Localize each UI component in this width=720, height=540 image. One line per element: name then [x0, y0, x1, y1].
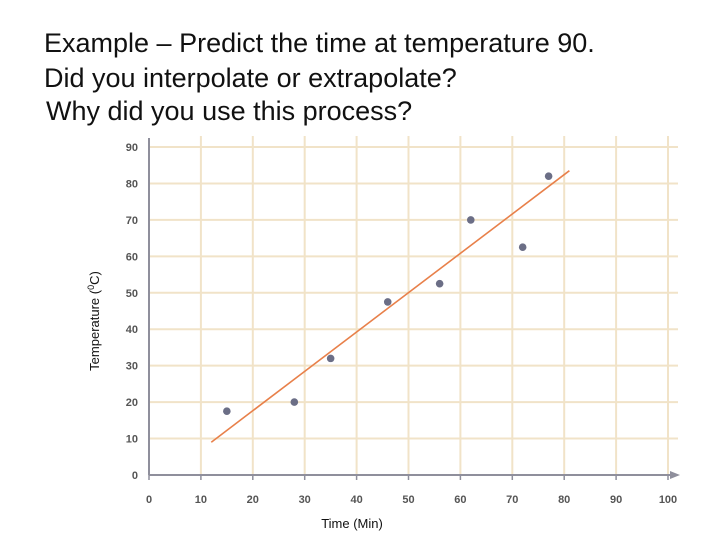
- x-tick-label: 20: [247, 494, 259, 506]
- y-tick-label: 70: [126, 215, 138, 227]
- y-tick-label: 40: [126, 324, 138, 336]
- x-axis-title: Time (Min): [321, 516, 383, 531]
- data-point: [544, 172, 553, 180]
- y-tick-label: 60: [126, 251, 138, 263]
- x-tick-label: 90: [610, 494, 622, 506]
- x-tick-label: 40: [350, 494, 362, 506]
- title-line-2: Did you interpolate or extrapolate?: [44, 63, 457, 93]
- y-tick-label: 50: [126, 288, 138, 300]
- y-tick-label: 30: [126, 361, 138, 373]
- y-axis-title: Temperature (0C): [86, 271, 102, 371]
- data-point: [383, 298, 392, 306]
- x-tick-label: 80: [558, 494, 570, 506]
- trend-line-group: [210, 170, 570, 443]
- trend-line: [210, 170, 570, 443]
- x-tick-label: 60: [454, 494, 466, 506]
- axes: [148, 138, 680, 480]
- data-points: [223, 172, 553, 416]
- data-point: [290, 398, 299, 406]
- grid-lines: [149, 136, 678, 475]
- y-tick-label: 0: [132, 470, 138, 482]
- x-tick-label: 70: [506, 494, 518, 506]
- data-point: [326, 354, 335, 363]
- tick-labels: 0 10 20 30 40 50 60 70 80 90 100 0 10 20 30 40 50 60 70 80 9…: [126, 142, 677, 506]
- x-tick-label: 0: [146, 494, 152, 506]
- title-line-1: Example – Predict the time at temperatur…: [44, 28, 595, 58]
- x-tick-label: 100: [659, 494, 677, 506]
- x-axis-arrow: [670, 471, 680, 479]
- data-point: [518, 243, 527, 252]
- y-tick-label: 80: [126, 178, 138, 190]
- x-tick-label: 10: [195, 494, 207, 506]
- x-tick-label: 50: [402, 494, 414, 506]
- data-point: [435, 279, 444, 288]
- y-tick-label: 90: [126, 142, 138, 154]
- y-tick-label: 20: [126, 397, 138, 409]
- data-point: [223, 407, 231, 416]
- data-point: [466, 216, 475, 224]
- title-line-3: Why did you use this process?: [46, 96, 413, 126]
- y-tick-label: 10: [126, 434, 138, 446]
- x-tick-label: 30: [299, 494, 311, 506]
